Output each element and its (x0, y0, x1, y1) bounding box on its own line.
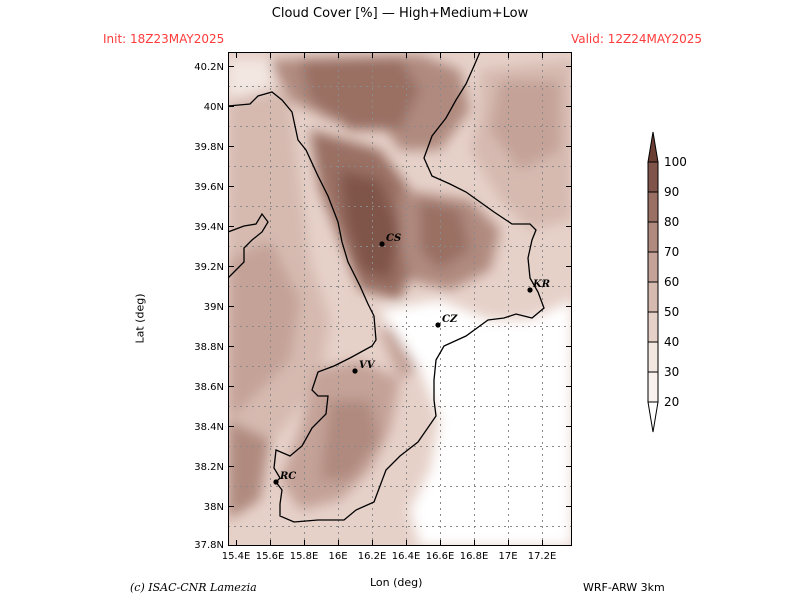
colorbar-label: 100 (664, 155, 687, 169)
colorbar-swatch-20 (647, 371, 659, 403)
colorbar-swatch-80 (647, 191, 659, 223)
cloud-field (228, 52, 572, 546)
grid-lines (228, 52, 572, 546)
city-label-cs: CS (386, 233, 401, 244)
lon-axis-title: Lon (deg) (370, 576, 423, 589)
colorbar-labels: 100 90 80 70 60 50 40 30 20 (664, 155, 687, 409)
city-dot-cs (379, 241, 385, 247)
lon-tick-label: 17.2E (528, 551, 557, 562)
model-label: WRF-ARW 3km (583, 581, 665, 594)
lon-tick-label: 16.6E (426, 551, 455, 562)
lat-tick-label: 39.6N (194, 182, 224, 193)
lon-tick-label: 16E (328, 551, 347, 562)
colorbar-label: 50 (664, 305, 679, 319)
city-dot-vv (352, 368, 358, 374)
valid-time: Valid: 12Z24MAY2025 (570, 32, 702, 46)
lat-tick-label: 38.4N (194, 422, 224, 433)
colorbar-swatch-40 (647, 311, 659, 343)
init-time: Init: 18Z23MAY2025 (103, 32, 225, 46)
colorbar-swatch-60 (647, 251, 659, 283)
colorbar-swatch-90 (647, 161, 659, 193)
lat-tick-label: 38N (204, 502, 224, 513)
lon-tick-label: 15.6E (256, 551, 285, 562)
colorbar-swatch-30 (647, 341, 659, 373)
city-label-vv: VV (359, 360, 376, 371)
colorbar-label: 20 (664, 395, 679, 409)
colorbar-swatch-50 (647, 281, 659, 313)
lat-tick-label: 39.4N (194, 222, 224, 233)
colorbar-label: 60 (664, 275, 679, 289)
lat-tick-label: 39.2N (194, 262, 224, 273)
lat-tick-label: 39N (204, 302, 224, 313)
colorbar-label: 70 (664, 245, 679, 259)
city-markers: CS KR CZ VV RC (273, 233, 550, 485)
colorbar-swatch-70 (647, 221, 659, 253)
colorbar-label: 90 (664, 185, 679, 199)
tick-marks (228, 52, 572, 546)
city-label-kr: KR (532, 279, 550, 290)
coastline (228, 52, 545, 523)
lat-tick-label: 39.8N (194, 142, 224, 153)
city-label-rc: RC (279, 471, 296, 482)
city-dot-cz (435, 322, 441, 328)
colorbar-label: 80 (664, 215, 679, 229)
lon-tick-label: 16.4E (392, 551, 421, 562)
lat-tick-label: 40N (204, 102, 224, 113)
lon-tick-labels: 15.4E 15.6E 15.8E 16E 16.2E 16.4E 16.6E … (222, 551, 557, 562)
lat-tick-label: 38.2N (194, 462, 224, 473)
lon-tick-label: 15.4E (222, 551, 251, 562)
colorbar-bottom-arrow (647, 401, 659, 433)
lat-tick-labels: 40.2N 40N 39.8N 39.6N 39.4N 39.2N 39N 38… (194, 62, 224, 551)
city-label-cz: CZ (442, 314, 458, 325)
lat-tick-label: 38.6N (194, 382, 224, 393)
lon-tick-label: 15.8E (290, 551, 319, 562)
lon-tick-label: 17E (498, 551, 517, 562)
lat-tick-label: 37.8N (194, 540, 224, 551)
map-title: Cloud Cover [%] — High+Medium+Low (271, 6, 529, 21)
colorbar-label: 40 (664, 335, 679, 349)
lat-tick-label: 40.2N (194, 62, 224, 73)
lon-tick-label: 16.8E (460, 551, 489, 562)
colorbar-top-arrow (647, 131, 659, 163)
lon-tick-label: 16.2E (358, 551, 387, 562)
map-frame (228, 52, 572, 546)
colorbar (647, 131, 659, 433)
lat-tick-label: 38.8N (194, 342, 224, 353)
colorbar-label: 30 (664, 365, 679, 379)
city-dot-kr (527, 287, 533, 293)
credit-text: (c) ISAC-CNR Lamezia (130, 581, 257, 594)
city-dot-rc (273, 479, 279, 485)
